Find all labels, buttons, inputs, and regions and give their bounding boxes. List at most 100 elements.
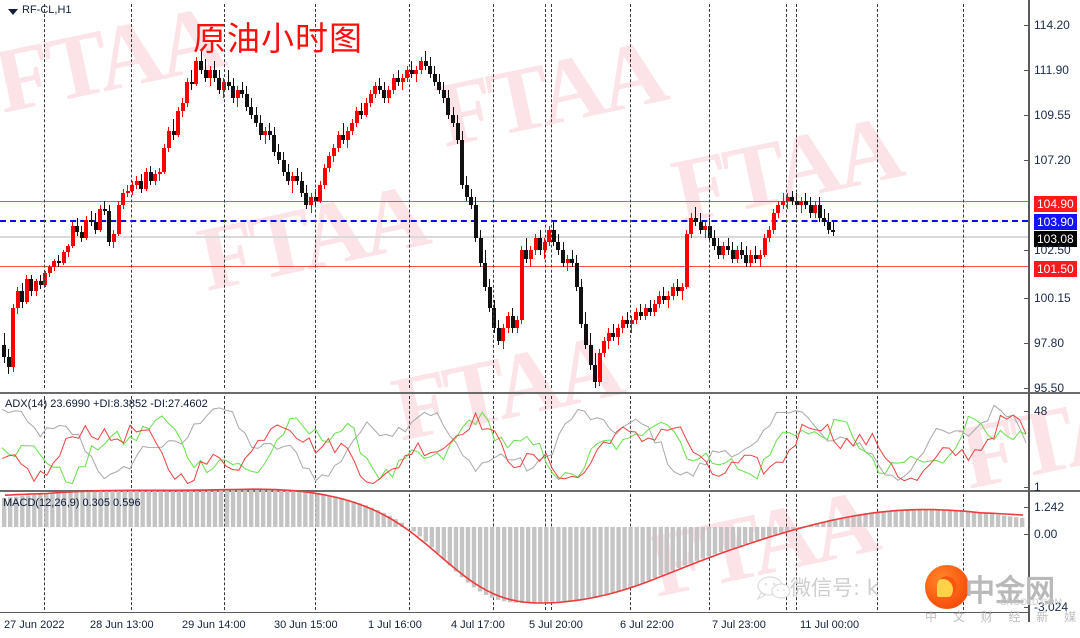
candle-body: [166, 131, 171, 148]
candle-body: [730, 250, 735, 259]
candlestick: [15, 0, 20, 392]
candlestick: [762, 0, 767, 392]
macd-histogram-bar: [483, 527, 489, 595]
candlestick: [716, 0, 721, 392]
candlestick: [519, 0, 524, 392]
candle-body: [496, 328, 501, 341]
axis-label: 109.55: [1034, 108, 1071, 122]
candlestick: [671, 0, 676, 392]
candle-body: [267, 131, 272, 136]
macd-histogram-bar: [676, 527, 681, 568]
candle-body: [373, 86, 378, 95]
time-gridline: [315, 4, 316, 388]
macd-histogram-bar: [417, 527, 422, 537]
time-gridline: [44, 494, 45, 610]
time-label: 5 Jul 20:00: [529, 619, 583, 631]
candle-wick: [402, 73, 404, 91]
candlestick: [66, 0, 71, 392]
candlestick: [666, 0, 671, 392]
time-gridline: [963, 4, 964, 388]
macd-histogram-bar: [429, 527, 435, 548]
triangle-down-icon[interactable]: [8, 9, 18, 15]
candle-body: [290, 176, 295, 181]
candle-wick: [415, 65, 417, 83]
candle-body: [377, 86, 382, 91]
candle-body: [341, 135, 346, 140]
candle-body: [130, 184, 135, 191]
candle-body: [386, 90, 391, 99]
axis-tick: [1024, 298, 1029, 299]
macd-histogram-bar: [441, 527, 447, 560]
candle-body: [93, 221, 98, 230]
candle-body: [20, 291, 25, 302]
candlestick: [102, 0, 107, 392]
macd-histogram-bar: [574, 527, 579, 600]
macd-histogram-bar: [68, 492, 73, 527]
candle-body: [799, 201, 804, 206]
candlestick: [217, 0, 222, 392]
candlestick: [121, 0, 126, 392]
macd-histogram-bar: [712, 527, 718, 555]
candle-body: [331, 147, 336, 156]
macd-histogram-bar: [140, 491, 145, 527]
time-gridline: [630, 4, 631, 388]
macd-histogram-bar: [242, 489, 248, 527]
time-gridline: [877, 396, 878, 488]
candle-body: [391, 77, 396, 91]
time-gridline: [709, 4, 710, 388]
candle-body: [579, 287, 584, 325]
candle-body: [716, 246, 721, 255]
adx-line-ADX: [1, 404, 1027, 482]
macd-histogram-bar: [532, 527, 537, 603]
macd-histogram-bar: [917, 509, 922, 527]
candle-wick: [805, 192, 807, 210]
candlestick: [803, 0, 808, 392]
macd-histogram-bar: [1001, 515, 1007, 527]
candlestick: [24, 0, 29, 392]
candle-wick: [296, 168, 298, 185]
candlestick: [267, 0, 272, 392]
candlestick: [144, 0, 149, 392]
candlestick: [565, 0, 570, 392]
macd-histogram-bar: [297, 490, 302, 527]
candle-body: [771, 213, 776, 230]
chart-annotation-text: 原油小时图: [193, 19, 363, 58]
candle-wick: [191, 69, 193, 91]
macd-histogram-bar: [526, 527, 531, 603]
candlestick: [386, 0, 391, 392]
candlestick: [171, 0, 176, 392]
price-axis: [1028, 0, 1030, 622]
candle-body: [629, 320, 634, 325]
macd-histogram-bar: [562, 527, 567, 601]
macd-histogram-bar: [212, 490, 218, 527]
candle-body: [826, 221, 831, 230]
candle-body: [556, 242, 561, 251]
candlestick: [11, 0, 16, 392]
candlestick: [428, 0, 433, 392]
time-gridline: [44, 4, 45, 388]
candlestick: [629, 0, 634, 392]
candle-body: [11, 307, 16, 368]
candle-body: [134, 180, 139, 185]
axis-tick: [1024, 607, 1029, 608]
candlestick: [2, 0, 6, 392]
candle-body: [739, 250, 744, 255]
candlestick: [281, 0, 286, 392]
macd-histogram-bar: [851, 515, 856, 527]
time-gridline: [877, 4, 878, 388]
candle-body: [309, 197, 314, 206]
candlestick: [263, 0, 268, 392]
candlestick: [561, 0, 566, 392]
candle-body: [712, 238, 717, 247]
macd-histogram-bar: [983, 513, 989, 527]
candlestick: [116, 0, 121, 392]
candlestick: [606, 0, 611, 392]
candle-body: [336, 135, 341, 148]
cngold-logo-icon: [925, 565, 969, 609]
macd-histogram-bar: [194, 491, 200, 527]
macd-histogram-bar: [767, 527, 772, 537]
candle-body: [244, 94, 249, 107]
axis-tick: [1024, 534, 1029, 535]
macd-histogram-bar: [646, 527, 651, 581]
candlestick: [579, 0, 584, 392]
